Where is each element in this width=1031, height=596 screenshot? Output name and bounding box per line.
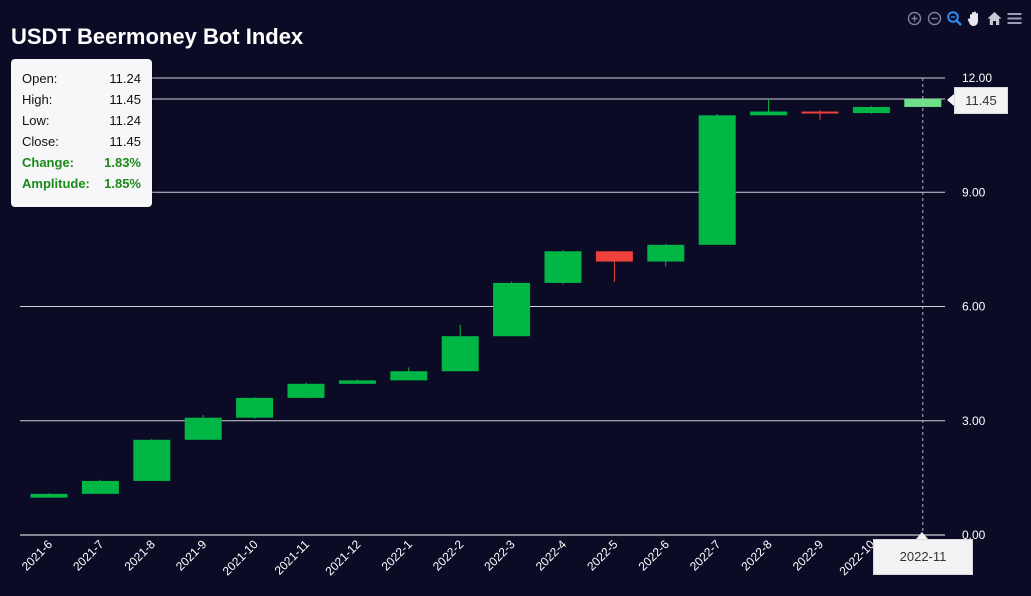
candle-body [441,336,479,372]
tooltip-open-value: 11.24 [109,71,141,86]
tooltip-close-label: Close: [22,134,59,149]
x-tick-label: 2022-4 [533,537,570,574]
candles [30,98,942,498]
x-tick-label: 2021-8 [122,537,159,574]
y-axis: 0.00 3.00 6.00 9.00 12.00 [962,71,992,542]
menu-icon[interactable] [1006,10,1023,27]
x-tick-label: 2022-1 [379,537,416,574]
y-tick-label: 9.00 [962,185,986,199]
tooltip-change-value: 1.83% [104,155,141,170]
candle-2022-10[interactable] [852,106,890,114]
candle-body [852,106,890,114]
x-tick-label: 2021-6 [19,537,56,574]
candle-2022-3[interactable] [493,281,531,337]
x-tick-label: 2021-12 [322,537,363,578]
reset-home-icon[interactable] [986,10,1003,27]
tooltip-close-row: Close: 11.45 [22,134,141,155]
candle-body [133,439,171,481]
candle-2022-5[interactable] [595,251,633,282]
chart-title: USDT Beermoney Bot Index [11,24,304,49]
candle-body [236,397,274,418]
tooltip-low-label: Low: [22,113,50,128]
candle-body [698,115,736,245]
tooltip-amplitude-value: 1.85% [104,176,141,191]
x-axis: 2021-6 2021-7 2021-8 2021-9 2021-10 2021-11 20… [19,534,945,578]
tooltip-high-row: High: 11.45 [22,92,141,113]
candle-2022-4[interactable] [544,250,582,285]
candle-body [493,282,531,337]
candle-body [595,251,633,262]
x-tick-label: 2022-10 [836,537,877,578]
x-tick-label: 2022-9 [790,537,827,574]
candle-body [750,111,788,116]
candle-body [801,111,839,114]
candle-2022-8[interactable] [750,98,788,116]
zoom-in-icon[interactable] [906,10,923,27]
candle-body [81,480,119,494]
tooltip-change-label: Change: [22,155,74,170]
y-tick-label: 6.00 [962,300,986,314]
tooltip-open-label: Open: [22,71,58,86]
candle-body [287,383,325,398]
x-tick-label: 2021-10 [220,537,261,578]
candle-body [184,417,222,440]
ohlc-tooltip: Open: 11.24 High: 11.45 Low: 11.24 Close… [11,59,152,207]
crosshair-y-label-arrow [947,94,954,106]
candle-2021-6[interactable] [30,493,68,498]
x-tick-label: 2022-2 [430,537,467,574]
y-tick-label: 0.00 [962,528,986,542]
candle-2021-9[interactable] [184,415,222,440]
x-tick-label: 2021-7 [70,537,107,574]
chart-toolbar [906,10,1023,27]
candle-2022-9[interactable] [801,110,839,120]
tooltip-amplitude-label: Amplitude: [22,176,90,191]
candle-body [30,493,68,498]
tooltip-close-value: 11.45 [109,134,141,149]
x-tick-label: 2022-3 [481,537,518,574]
x-tick-label: 2022-5 [584,537,621,574]
crosshair-y-label: 11.45 [954,87,1008,114]
crosshair-x-label: 2022-11 [873,539,973,575]
y-tick-label: 3.00 [962,414,986,428]
tooltip-open-row: Open: 11.24 [22,71,141,92]
pan-icon[interactable] [966,10,983,27]
candle-2022-1[interactable] [390,367,428,381]
candle-body [544,251,582,283]
candle-2022-6[interactable] [647,243,685,267]
tooltip-low-row: Low: 11.24 [22,113,141,134]
candle-body [647,244,685,262]
y-tick-label: 12.00 [962,71,992,85]
x-tick-label: 2021-11 [272,537,313,578]
x-tick-label: 2022-7 [687,537,724,574]
tooltip-change-row: Change: 1.83% [22,155,141,176]
candle-2021-7[interactable] [81,479,119,494]
candle-2021-11[interactable] [287,382,325,398]
x-tick-label: 2022-6 [636,537,673,574]
tooltip-amplitude-row: Amplitude: 1.85% [22,176,141,197]
candle-body [338,380,376,384]
candle-body [390,371,428,381]
x-tick-label: 2022-8 [738,537,775,574]
candle-2022-2[interactable] [441,324,479,372]
selection-zoom-icon[interactable] [946,10,963,27]
candle-2021-10[interactable] [236,397,274,419]
candle-2022-7[interactable] [698,114,736,245]
candle-2021-8[interactable] [133,439,171,481]
tooltip-high-value: 11.45 [109,92,141,107]
x-tick-label: 2021-9 [173,537,210,574]
tooltip-low-value: 11.24 [109,113,141,128]
zoom-out-icon[interactable] [926,10,943,27]
candle-2021-12[interactable] [338,379,376,384]
tooltip-high-label: High: [22,92,53,107]
crosshair-x-label-arrow [916,532,928,539]
